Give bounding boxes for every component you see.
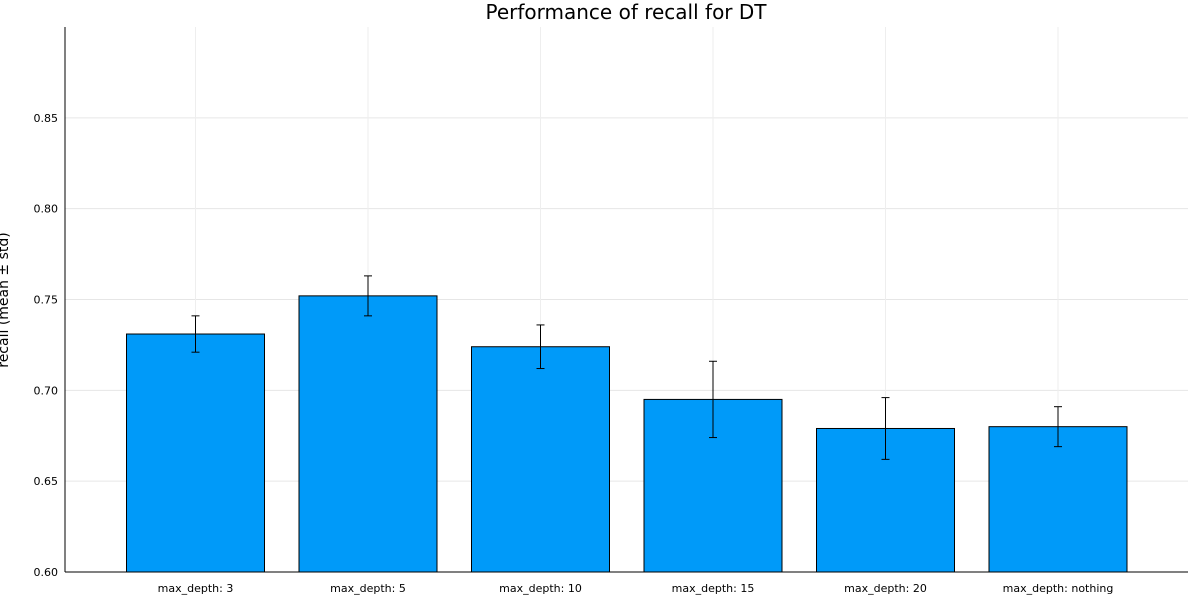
error-bar — [191, 315, 200, 353]
error-bar — [709, 360, 717, 439]
bar — [988, 426, 1128, 573]
y-tick-label: 0.80 — [34, 203, 59, 216]
x-tick-label: max_depth: 3 — [158, 582, 234, 595]
error-bar — [364, 275, 372, 317]
error-bars — [191, 275, 1062, 460]
chart-title: Performance of recall for DT — [485, 0, 767, 24]
y-tick-labels: 0.60 0.65 0.70 0.75 0.80 0.85 — [34, 112, 59, 579]
error-bar — [881, 397, 890, 460]
error-bar — [1054, 406, 1062, 448]
x-tick-label: max_depth: 20 — [844, 582, 927, 595]
x-tick-label: max_depth: 5 — [330, 582, 406, 595]
bar — [471, 346, 610, 573]
error-bar — [536, 324, 545, 370]
x-tick-label: max_depth: 15 — [672, 582, 755, 595]
y-tick-label: 0.70 — [34, 384, 59, 397]
y-tick-label: 0.75 — [34, 294, 59, 307]
x-tick-label: max_depth: nothing — [1003, 582, 1114, 595]
bars — [126, 295, 1128, 573]
x-tick-labels: max_depth: 3 max_depth: 5 max_depth: 10 max… — [158, 582, 1114, 595]
y-tick-label: 0.60 — [34, 566, 59, 579]
bar — [126, 333, 265, 573]
x-tick-label: max_depth: 10 — [499, 582, 582, 595]
bar — [298, 295, 438, 573]
y-tick-label: 0.85 — [34, 112, 59, 125]
y-axis-label: recall (mean ± std) — [0, 232, 12, 368]
y-tick-label: 0.65 — [34, 475, 59, 488]
